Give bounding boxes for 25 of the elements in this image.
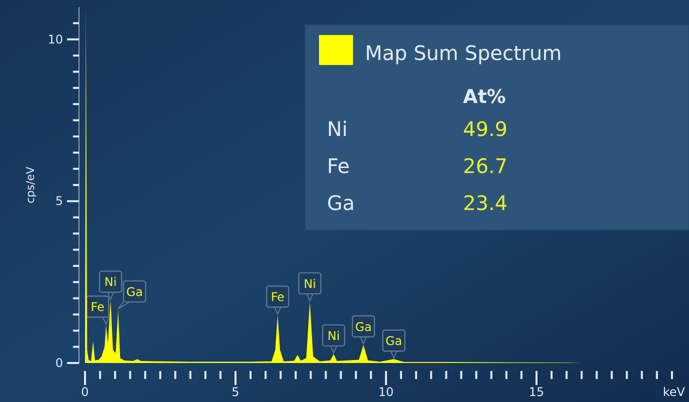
x-axis-title: keV bbox=[662, 385, 686, 399]
annotation: Fe bbox=[90, 300, 104, 314]
annotation: 23.4 bbox=[463, 191, 508, 215]
y-tick-label: 5 bbox=[55, 194, 63, 208]
annotation: Ga bbox=[126, 284, 143, 299]
legend-label: Map Sum Spectrum bbox=[365, 41, 562, 65]
annotation: Ni bbox=[104, 275, 117, 290]
annotation: Fe bbox=[327, 154, 350, 178]
annotation: At% bbox=[463, 86, 506, 108]
annotation: Ga bbox=[355, 320, 372, 334]
annotation: Ni bbox=[327, 328, 340, 343]
annotation: Ga bbox=[386, 334, 402, 348]
annotation: Ni bbox=[304, 276, 316, 291]
x-tick-label: 15 bbox=[528, 385, 544, 399]
annotation: Ga bbox=[327, 191, 355, 215]
annotation: Ni bbox=[327, 117, 348, 141]
annotation: 49.9 bbox=[463, 117, 508, 141]
x-tick-label: 10 bbox=[378, 385, 394, 399]
x-tick-label: 5 bbox=[232, 385, 240, 399]
annotation: Fe bbox=[270, 290, 284, 304]
x-tick-label: 0 bbox=[81, 385, 89, 399]
annotation: 26.7 bbox=[463, 154, 508, 178]
y-axis-title: cps/eV bbox=[24, 166, 37, 204]
y-tick-label: 10 bbox=[48, 32, 63, 46]
y-tick-label: 0 bbox=[55, 356, 63, 370]
